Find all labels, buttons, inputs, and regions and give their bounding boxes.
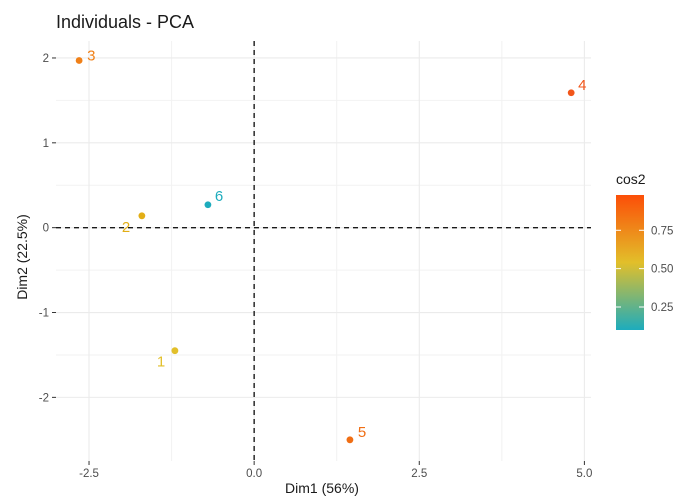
point-label-6: 6 <box>215 188 223 205</box>
grid-minor-lines <box>56 41 591 461</box>
x-tick-label: 0.0 <box>246 468 262 480</box>
grid-major-lines <box>56 41 591 461</box>
plot-panel: 1 2 3 4 5 6 <box>56 41 591 461</box>
legend-cos2: cos2 0.25 0.50 0.75 <box>616 171 673 330</box>
x-tick-label: 2.5 <box>411 468 427 480</box>
point-label-2: 2 <box>122 219 130 236</box>
legend-tick-label: 0.25 <box>651 302 673 314</box>
legend-ticks: 0.25 0.50 0.75 <box>616 225 673 314</box>
legend-tick-label: 0.50 <box>651 264 673 276</box>
legend-colorbar <box>616 195 644 330</box>
point-label-1: 1 <box>157 354 165 371</box>
x-axis-title: Dim1 (56%) <box>285 480 359 496</box>
data-point-6 <box>204 201 212 209</box>
x-tick-label: 5.0 <box>576 468 592 480</box>
reference-lines <box>56 41 591 461</box>
y-tick-label: -2 <box>39 392 49 404</box>
data-points: 1 2 3 4 5 6 <box>75 48 587 444</box>
data-point-3 <box>75 57 83 64</box>
y-tick-label: 0 <box>43 223 49 235</box>
point-label-3: 3 <box>87 48 95 65</box>
point-label-5: 5 <box>358 424 366 441</box>
x-tick-label: -2.5 <box>79 468 99 480</box>
y-axis-title: Dim2 (22.5%) <box>14 214 30 300</box>
data-point-2 <box>138 212 146 220</box>
point-label-4: 4 <box>578 77 586 94</box>
data-point-5 <box>346 436 354 444</box>
legend-tick-label: 0.75 <box>651 225 673 237</box>
y-tick-label: -1 <box>39 308 49 320</box>
chart-title: Individuals - PCA <box>56 12 194 32</box>
y-axis-ticks: -2 -1 0 1 2 <box>39 53 56 404</box>
y-tick-label: 2 <box>43 53 49 65</box>
y-tick-label: 1 <box>43 138 49 150</box>
data-point-1 <box>171 347 179 355</box>
legend-title: cos2 <box>616 171 646 187</box>
x-axis-ticks: -2.5 0.0 2.5 5.0 <box>79 461 592 480</box>
data-point-4 <box>567 89 575 97</box>
